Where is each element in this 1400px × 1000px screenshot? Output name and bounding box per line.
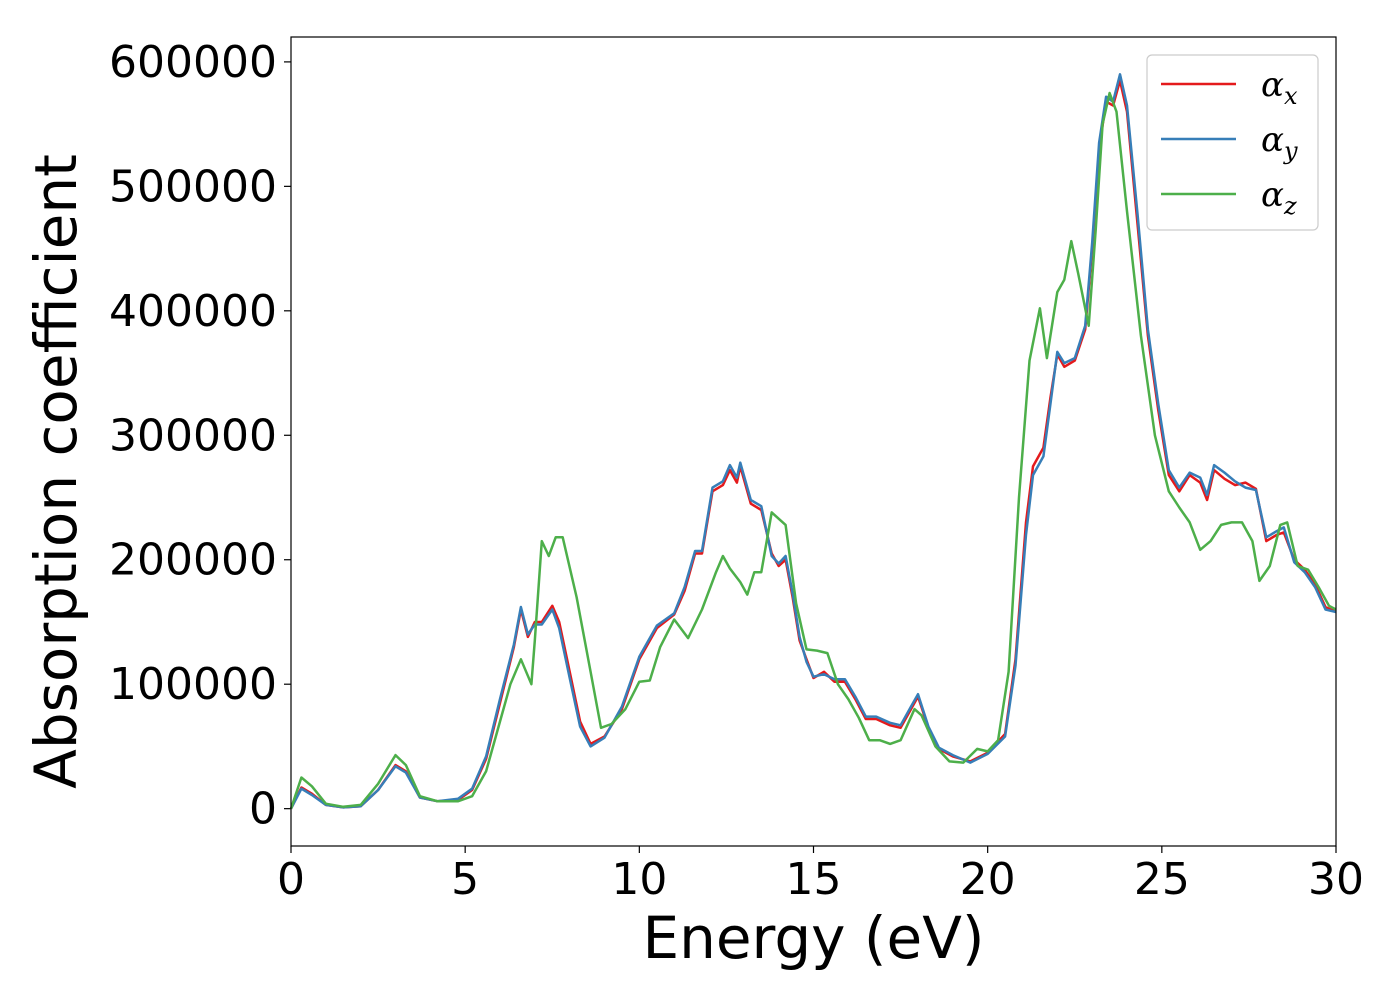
y-tick-label: 200000 (109, 535, 277, 586)
x-tick-label: 25 (1134, 854, 1190, 905)
x-tick-label: 10 (611, 854, 667, 905)
legend-label-x: αx (1261, 65, 1298, 110)
legend-label-y: αy (1261, 120, 1298, 165)
legend-box (1146, 54, 1319, 231)
plot-frame (290, 36, 1337, 847)
x-axis-label: Energy (eV) (642, 904, 984, 972)
legend-subscript: y (1283, 137, 1298, 165)
legend-label-z: αz (1261, 175, 1297, 220)
y-tick-label: 300000 (109, 410, 277, 461)
x-tick-label: 5 (451, 854, 479, 905)
legend-symbol: α (1261, 120, 1284, 160)
series-line-y (289, 73, 1337, 810)
y-tick-label: 0 (249, 784, 277, 835)
y-tick-label: 500000 (109, 161, 277, 212)
y-tick-label: 600000 (109, 37, 277, 88)
axis-ticks: 0 5 10 15 20 25 30 0 100000 200000 300000 400000 500… (109, 37, 1364, 905)
x-tick-label: 20 (960, 854, 1016, 905)
series-lines (289, 73, 1337, 810)
x-tick-label: 0 (277, 854, 305, 905)
series-line-z (289, 91, 1337, 810)
legend-symbol: α (1261, 65, 1284, 105)
y-axis-label: Absorption coefficient (22, 154, 90, 789)
y-tick-label: 400000 (109, 286, 277, 337)
x-tick-label: 15 (786, 854, 842, 905)
y-tick-label: 100000 (109, 659, 277, 710)
legend-subscript: z (1283, 192, 1297, 220)
legend-subscript: x (1284, 82, 1298, 110)
x-tick-label: 30 (1308, 854, 1364, 905)
legend-symbol: α (1261, 175, 1284, 215)
